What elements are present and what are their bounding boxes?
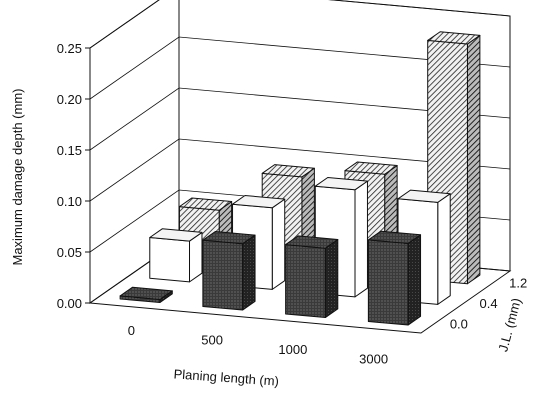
x-tick-label: 1000 — [278, 342, 307, 357]
bar-top — [119, 286, 173, 300]
x-axis-label: Planing length (m) — [173, 366, 279, 388]
gridline — [89, 87, 511, 151]
y-tick-label: 0.00 — [57, 296, 82, 311]
bar-front — [149, 236, 191, 283]
z-tick-label: 0.0 — [450, 317, 468, 332]
bars — [119, 31, 481, 326]
gridline — [89, 138, 511, 202]
x-tick-label: 500 — [201, 332, 223, 347]
bar — [202, 230, 256, 311]
x-tick-label: 3000 — [359, 351, 388, 366]
y-axis-label: Maximum damage depth (mm) — [10, 89, 25, 266]
bar-side — [407, 234, 422, 326]
y-tick-label: 0.10 — [57, 194, 82, 209]
bar — [367, 230, 422, 326]
z-axis-label: J.L. (mm) — [495, 296, 524, 353]
bar-side — [271, 198, 286, 290]
bar-front — [202, 239, 244, 311]
bar — [285, 235, 339, 319]
y-tick-label: 0.20 — [57, 92, 82, 107]
bar-top — [202, 230, 256, 245]
bar-top — [314, 177, 368, 191]
y-tick-label: 0.25 — [57, 41, 82, 56]
tick-labels: 0.00 0.05 0.10 0.15 0.20 0.25 0 500 1000 3000 0.0 0… — [57, 41, 528, 366]
bar-top — [261, 164, 315, 178]
bar-top — [397, 189, 451, 203]
gridlines — [89, 0, 511, 253]
bar-front — [285, 244, 326, 319]
bar-top — [344, 161, 398, 175]
bar-top — [427, 31, 481, 45]
bar — [119, 286, 173, 304]
bar-side — [324, 239, 339, 319]
bar-side — [354, 180, 368, 298]
bar-top — [285, 235, 339, 249]
bar-side — [437, 193, 451, 305]
z-tick-label: 0.4 — [480, 296, 498, 311]
bar-top — [232, 195, 286, 209]
gridline — [89, 36, 511, 100]
x-tick-label: 0 — [128, 323, 135, 338]
y-tick-label: 0.05 — [57, 245, 82, 260]
gridline — [89, 0, 511, 49]
bar-side — [466, 34, 481, 285]
bar-top — [149, 228, 203, 242]
bar — [149, 228, 203, 283]
y-tick-label: 0.15 — [57, 143, 82, 158]
bar-top — [367, 230, 422, 244]
bar-front — [367, 239, 409, 326]
bar-side — [242, 234, 256, 311]
z-tick-label: 1.2 — [509, 275, 527, 290]
bar-top — [178, 197, 233, 211]
